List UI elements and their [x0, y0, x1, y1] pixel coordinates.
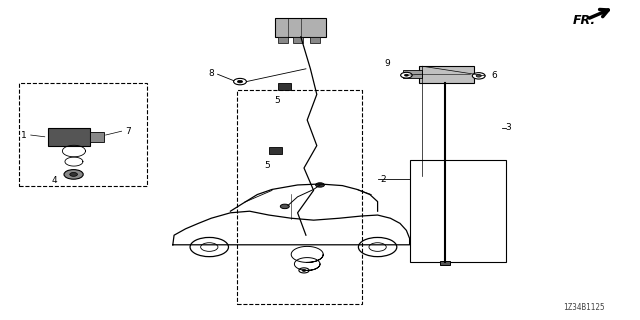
Bar — [293, 37, 303, 43]
Text: 5: 5 — [275, 96, 280, 105]
Bar — [19, 83, 147, 186]
Bar — [278, 83, 291, 90]
Bar — [410, 160, 506, 262]
Circle shape — [472, 73, 485, 79]
Bar — [275, 18, 326, 37]
Circle shape — [237, 80, 243, 83]
Text: 9: 9 — [385, 60, 390, 68]
Circle shape — [234, 78, 246, 85]
Circle shape — [316, 183, 324, 187]
Bar — [90, 132, 104, 142]
Circle shape — [401, 72, 412, 78]
Text: 5: 5 — [265, 161, 270, 170]
Bar — [440, 261, 450, 265]
Text: 3: 3 — [506, 124, 511, 132]
Circle shape — [302, 269, 306, 271]
Circle shape — [299, 268, 309, 273]
Text: 1Z34B1125: 1Z34B1125 — [563, 303, 605, 312]
Bar — [403, 70, 422, 78]
Bar — [278, 37, 288, 43]
Bar — [48, 128, 90, 146]
Circle shape — [280, 204, 289, 209]
Text: FR.: FR. — [573, 14, 596, 27]
Circle shape — [476, 75, 481, 77]
Bar — [419, 66, 474, 83]
Circle shape — [404, 74, 408, 76]
Text: 1: 1 — [22, 131, 27, 140]
Bar — [237, 90, 362, 304]
Text: 6: 6 — [492, 71, 497, 80]
Bar — [310, 37, 320, 43]
Text: 7: 7 — [125, 127, 131, 136]
Text: 2: 2 — [381, 175, 387, 184]
Text: 4: 4 — [52, 176, 57, 185]
Circle shape — [64, 170, 83, 179]
Circle shape — [70, 172, 77, 176]
Bar — [269, 147, 282, 154]
Text: 8: 8 — [209, 69, 214, 78]
